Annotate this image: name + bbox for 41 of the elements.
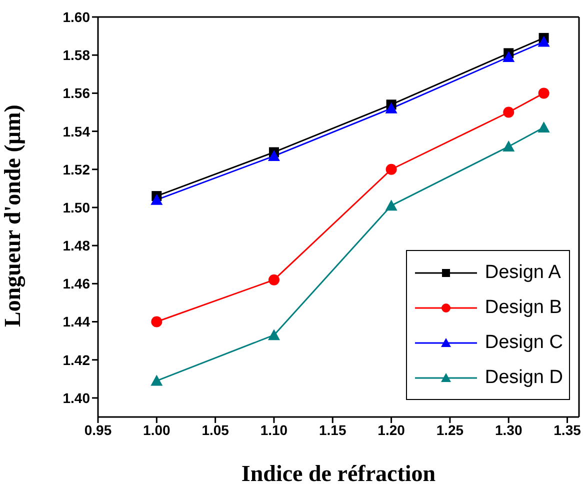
point (150, 374, 163, 386)
x-tick-label: 1.00 (143, 422, 170, 438)
point (268, 150, 280, 162)
x-axis-title: Indice de réfraction (241, 461, 436, 485)
point (538, 88, 550, 99)
y-tick-label: 1.40 (62, 390, 90, 406)
y-tick-label: 1.50 (62, 199, 90, 216)
point (385, 102, 398, 114)
y-tick-label: 1.54 (62, 123, 90, 140)
point (502, 140, 515, 152)
point (268, 274, 280, 286)
y-tick-label: 1.44 (62, 314, 90, 330)
point (385, 200, 398, 211)
y-tick-label: 1.46 (62, 276, 90, 292)
legend-label: Design A (484, 262, 561, 284)
x-tick-label: 1.15 (319, 422, 346, 438)
point (538, 36, 550, 47)
x-tick-label: 1.20 (378, 422, 406, 438)
legend-label: Design B (484, 296, 562, 318)
y-tick-label: 1.48 (62, 238, 90, 254)
x-tick-label: 0.95 (84, 422, 112, 438)
legend-label: Design D (484, 366, 563, 388)
point (151, 316, 162, 328)
point (538, 121, 550, 132)
point (150, 194, 163, 205)
y-tick-label: 1.56 (62, 85, 90, 102)
point (502, 51, 515, 62)
point (386, 164, 397, 175)
x-tick-label: 1.25 (436, 422, 464, 438)
x-tick-label: 1.05 (202, 422, 230, 438)
point (503, 106, 514, 118)
y-tick-label: 1.58 (62, 47, 90, 64)
y-tick-label: 1.60 (62, 8, 90, 25)
x-tick-label: 1.35 (554, 422, 582, 438)
y-tick-label: 1.42 (62, 352, 90, 368)
point (268, 329, 280, 340)
y-tick-label: 1.52 (62, 161, 90, 178)
y-axis-title: Longueur d'onde (µm) (0, 104, 26, 327)
legend-label: Design C (484, 332, 563, 354)
x-tick-label: 1.10 (260, 422, 288, 438)
x-tick-label: 1.30 (494, 422, 522, 438)
